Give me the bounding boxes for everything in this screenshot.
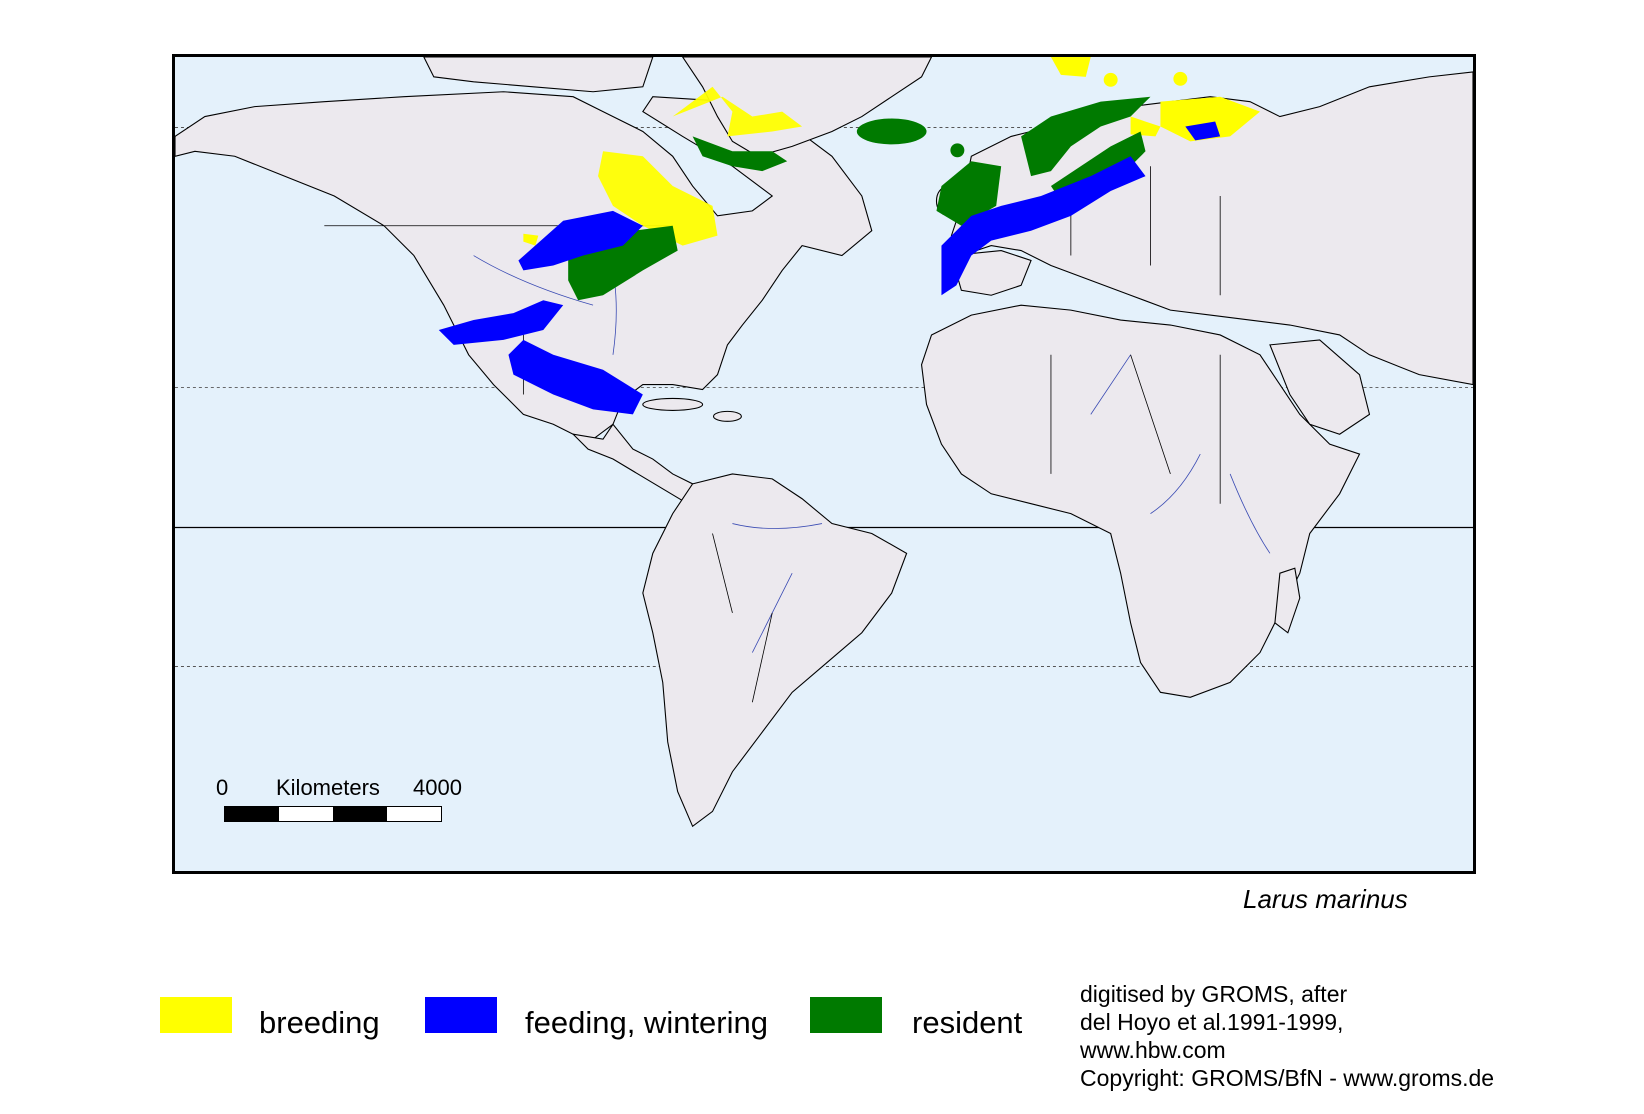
arctic-islands-land [423, 57, 654, 93]
legend-swatch-breeding [160, 997, 232, 1033]
legend-label-feeding: feeding, wintering [525, 1005, 768, 1040]
credits-line-3: www.hbw.com [1080, 1037, 1226, 1063]
madagascar-land [1274, 567, 1301, 634]
range-breeding [523, 57, 1260, 246]
legend-label-resident: resident [912, 1005, 1023, 1040]
scale-bar [224, 806, 442, 822]
species-name: Larus marinus [1243, 884, 1408, 914]
arabia-land [1269, 339, 1371, 435]
world-map [175, 57, 1473, 828]
scale-end-label: 4000 [413, 775, 462, 800]
range-feeding-wintering [438, 121, 1221, 415]
credits-line-4: Copyright: GROMS/BfN - www.groms.de [1080, 1065, 1495, 1091]
cuba-land [642, 397, 704, 411]
south-america-land [642, 473, 908, 828]
credits-line-2: del Hoyo et al.1991-1999, [1080, 1009, 1344, 1035]
range-map [172, 54, 1476, 874]
credits-line-1: digitised by GROMS, after [1080, 981, 1348, 1007]
legend-swatch-feeding [425, 997, 497, 1033]
legend-label-breeding: breeding [259, 1005, 380, 1040]
africa-land [920, 304, 1361, 698]
iberia-land [950, 250, 1032, 296]
scale-unit-label: Kilometers [276, 775, 380, 800]
range-resident [568, 96, 1151, 301]
hispaniola-land [712, 410, 742, 422]
credits-block: digitised by GROMS, after del Hoyo et al… [1080, 980, 1494, 1092]
legend-swatch-resident [810, 997, 882, 1033]
scale-start-label: 0 [216, 775, 229, 800]
